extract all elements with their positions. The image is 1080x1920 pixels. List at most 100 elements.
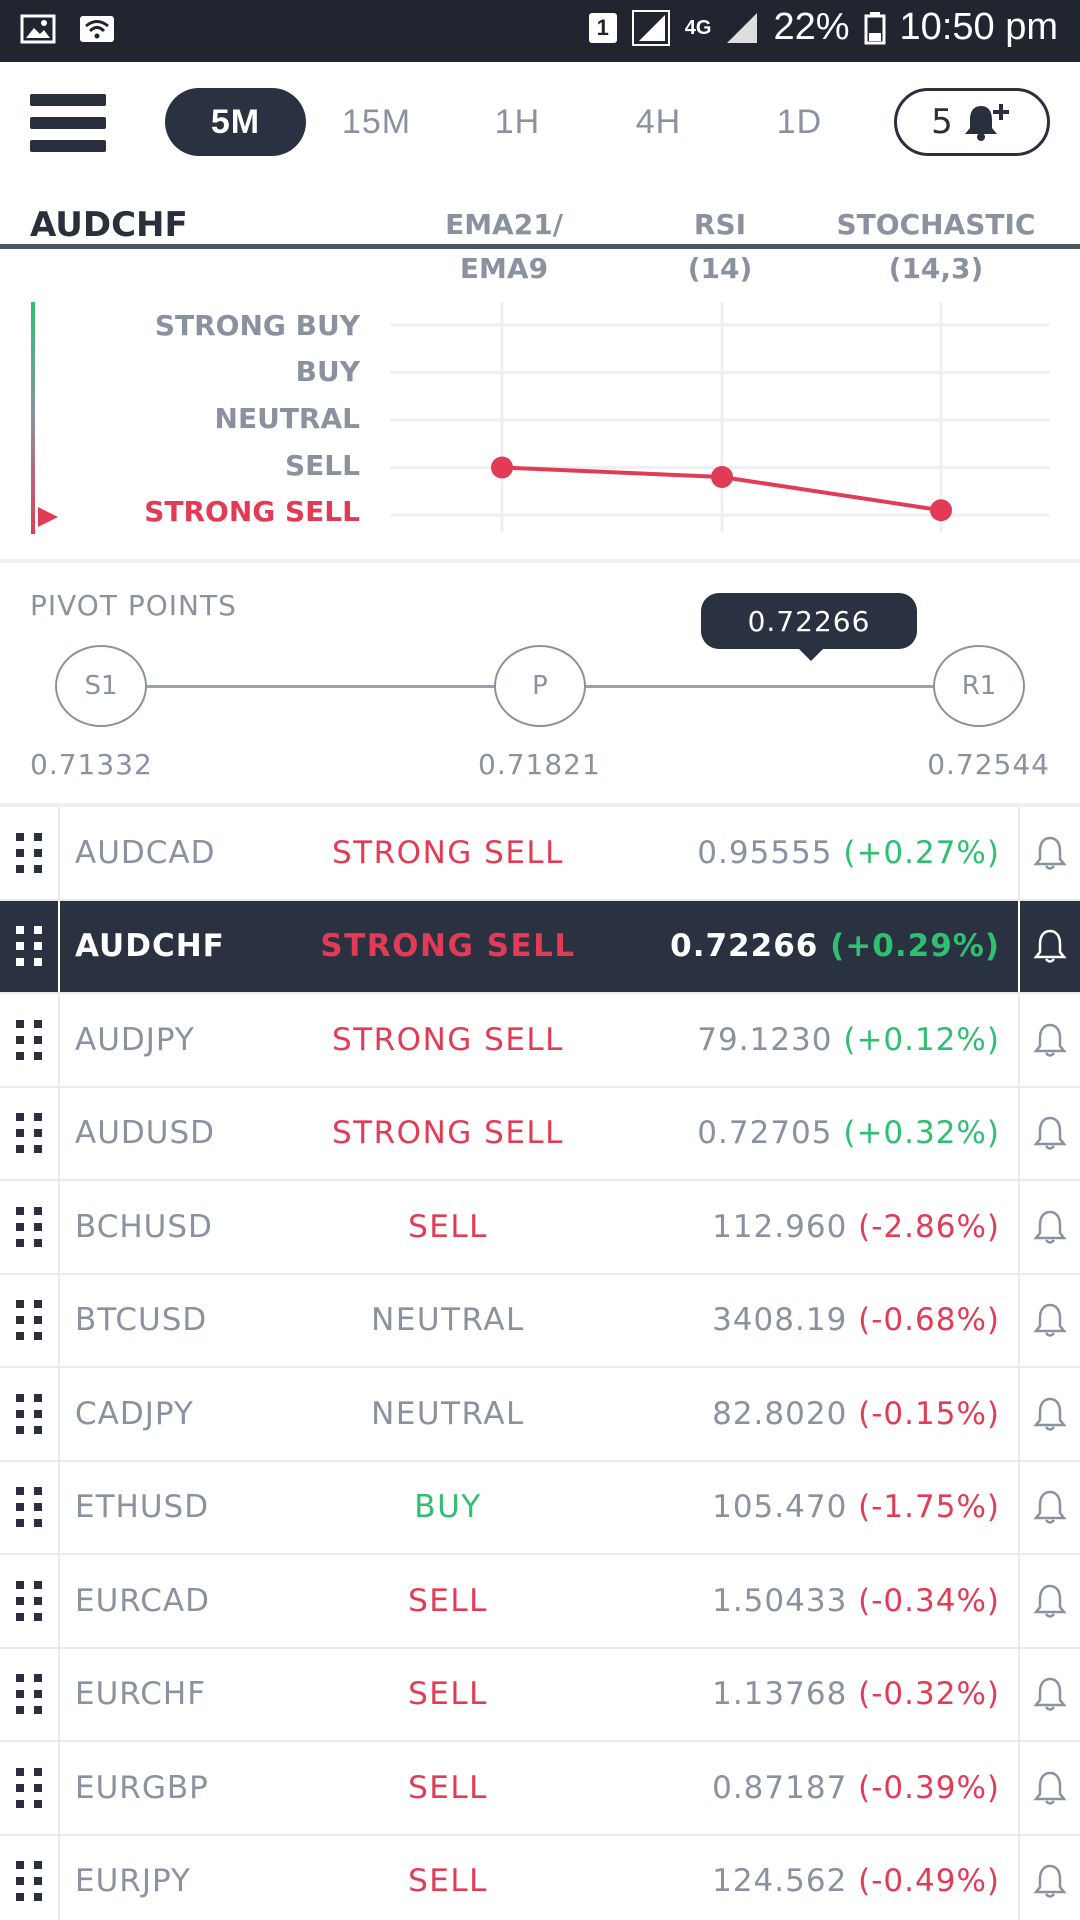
cell-signal-icon	[727, 12, 758, 43]
row-price: 1.13768 (-0.32%)	[712, 1676, 1000, 1712]
row-price: 1.50433 (-0.34%)	[712, 1583, 1000, 1619]
bell-icon[interactable]	[1018, 1368, 1080, 1460]
watchlist-row[interactable]: ETHUSD BUY 105.470 (-1.75%)	[0, 1461, 1080, 1555]
bell-icon[interactable]	[1018, 1181, 1080, 1273]
row-change: (-0.32%)	[858, 1676, 1000, 1713]
row-signal: SELL	[408, 1582, 488, 1619]
pivot-value-p: 0.71821	[478, 748, 601, 781]
row-signal: STRONG SELL	[332, 1021, 564, 1058]
column-stochastic: STOCHASTIC (14,3)	[826, 203, 1046, 291]
topbar-divider	[0, 244, 1080, 249]
drag-handle-icon[interactable]	[0, 1461, 60, 1553]
drag-handle-icon[interactable]	[0, 1181, 60, 1273]
bell-icon[interactable]	[1018, 900, 1080, 992]
rating-label-sell: SELL	[285, 449, 360, 482]
drag-handle-icon[interactable]	[0, 994, 60, 1086]
bell-icon[interactable]	[1018, 1555, 1080, 1647]
watchlist-row[interactable]: BCHUSD SELL 112.960 (-2.86%)	[0, 1181, 1080, 1275]
rating-label-strong-sell: STRONG SELL	[144, 495, 360, 528]
drag-handle-icon[interactable]	[0, 1368, 60, 1460]
pivot-node-r1: R1	[933, 645, 1025, 727]
row-price: 0.95555 (+0.27%)	[697, 835, 1000, 871]
drag-handle-icon[interactable]	[0, 1835, 60, 1920]
rating-label-strong-buy: STRONG BUY	[154, 309, 360, 342]
column-stochastic-line2: (14,3)	[888, 252, 984, 285]
watchlist-row[interactable]: BTCUSD NEUTRAL 3408.19 (-0.68%)	[0, 1274, 1080, 1368]
row-change: (-2.86%)	[858, 1208, 1000, 1245]
menu-icon[interactable]	[30, 94, 106, 152]
tab-4h[interactable]: 4H	[635, 102, 682, 141]
row-change: (-0.68%)	[858, 1302, 1000, 1339]
bell-icon[interactable]	[1018, 1461, 1080, 1553]
row-price-value: 1.50433	[712, 1582, 859, 1619]
row-price-value: 0.95555	[697, 834, 844, 871]
row-symbol: AUDCAD	[75, 834, 216, 871]
row-change: (-1.75%)	[858, 1489, 1000, 1526]
watchlist-row[interactable]: EURCAD SELL 1.50433 (-0.34%)	[0, 1555, 1080, 1649]
tab-5m[interactable]: 5M	[165, 88, 306, 156]
tab-1d[interactable]: 1D	[776, 102, 823, 141]
row-price: 82.8020 (-0.15%)	[712, 1396, 1000, 1432]
bell-icon[interactable]	[1018, 1648, 1080, 1740]
bell-icon[interactable]	[1018, 994, 1080, 1086]
row-price-value: 79.1230	[697, 1021, 844, 1058]
tab-1h[interactable]: 1H	[494, 102, 541, 141]
bell-icon[interactable]	[1018, 1274, 1080, 1366]
column-rsi: RSI (14)	[610, 203, 830, 291]
bell-icon[interactable]	[1018, 1835, 1080, 1920]
row-signal: NEUTRAL	[371, 1302, 525, 1339]
row-change: (+0.27%)	[843, 834, 1000, 871]
chart-point-1	[711, 466, 733, 488]
bell-plus-icon	[964, 104, 1009, 141]
pivot-title: PIVOT POINTS	[30, 589, 237, 622]
drag-handle-icon[interactable]	[0, 1087, 60, 1179]
row-signal: STRONG SELL	[332, 1115, 564, 1152]
alert-count: 5	[931, 102, 953, 142]
bell-icon[interactable]	[1018, 807, 1080, 899]
watchlist-row[interactable]: AUDUSD STRONG SELL 0.72705 (+0.32%)	[0, 1087, 1080, 1181]
drag-handle-icon[interactable]	[0, 807, 60, 899]
row-symbol: AUDUSD	[75, 1115, 216, 1152]
row-symbol: EURCHF	[75, 1676, 207, 1713]
timeframe-tabs: 5M 15M 1H 4H 1D	[165, 88, 870, 156]
row-price-value: 124.562	[712, 1863, 859, 1900]
row-price-value: 82.8020	[712, 1395, 859, 1432]
drag-handle-icon[interactable]	[0, 1274, 60, 1366]
drag-handle-icon[interactable]	[0, 900, 60, 992]
drag-handle-icon[interactable]	[0, 1742, 60, 1834]
bell-icon[interactable]	[1018, 1742, 1080, 1834]
row-price-value: 0.87187	[712, 1769, 859, 1806]
row-price-value: 0.72266	[670, 928, 831, 965]
drag-handle-icon[interactable]	[0, 1555, 60, 1647]
row-change: (-0.34%)	[858, 1582, 1000, 1619]
watchlist-row[interactable]: EURGBP SELL 0.87187 (-0.39%)	[0, 1742, 1080, 1836]
watchlist-row[interactable]: EURJPY SELL 124.562 (-0.49%)	[0, 1835, 1080, 1920]
row-price: 79.1230 (+0.12%)	[697, 1022, 1000, 1058]
pivot-points: PIVOT POINTS 0.72266 S1 P R1 0.71332 0.7…	[0, 563, 1080, 803]
row-symbol: EURCAD	[75, 1582, 210, 1619]
row-symbol: ETHUSD	[75, 1489, 210, 1526]
drag-handle-icon[interactable]	[0, 1648, 60, 1740]
row-signal: SELL	[408, 1863, 488, 1900]
section-divider	[0, 559, 1080, 563]
add-alert-button[interactable]: 5	[894, 88, 1050, 156]
row-signal: STRONG SELL	[332, 834, 564, 871]
tab-15m[interactable]: 15M	[341, 102, 412, 141]
rating-pointer-icon	[38, 507, 58, 527]
watchlist-row[interactable]: AUDCHF STRONG SELL 0.72266 (+0.29%)	[0, 900, 1080, 994]
row-symbol: BCHUSD	[75, 1208, 213, 1245]
row-change: (+0.29%)	[830, 928, 1000, 965]
row-change: (-0.15%)	[858, 1395, 1000, 1432]
watchlist-row[interactable]: AUDCAD STRONG SELL 0.95555 (+0.27%)	[0, 807, 1080, 901]
watchlist-row[interactable]: EURCHF SELL 1.13768 (-0.32%)	[0, 1648, 1080, 1742]
row-symbol: EURGBP	[75, 1769, 209, 1806]
bell-icon[interactable]	[1018, 1087, 1080, 1179]
watchlist-row[interactable]: AUDJPY STRONG SELL 79.1230 (+0.12%)	[0, 994, 1080, 1088]
watchlist-row[interactable]: CADJPY NEUTRAL 82.8020 (-0.15%)	[0, 1368, 1080, 1462]
row-symbol: AUDJPY	[75, 1021, 195, 1058]
rating-label-buy: BUY	[295, 355, 360, 388]
gallery-icon	[20, 14, 56, 44]
rating-label-neutral: NEUTRAL	[214, 402, 360, 435]
selected-symbol: AUDCHF	[30, 205, 188, 245]
row-price: 0.72705 (+0.32%)	[697, 1115, 1000, 1151]
